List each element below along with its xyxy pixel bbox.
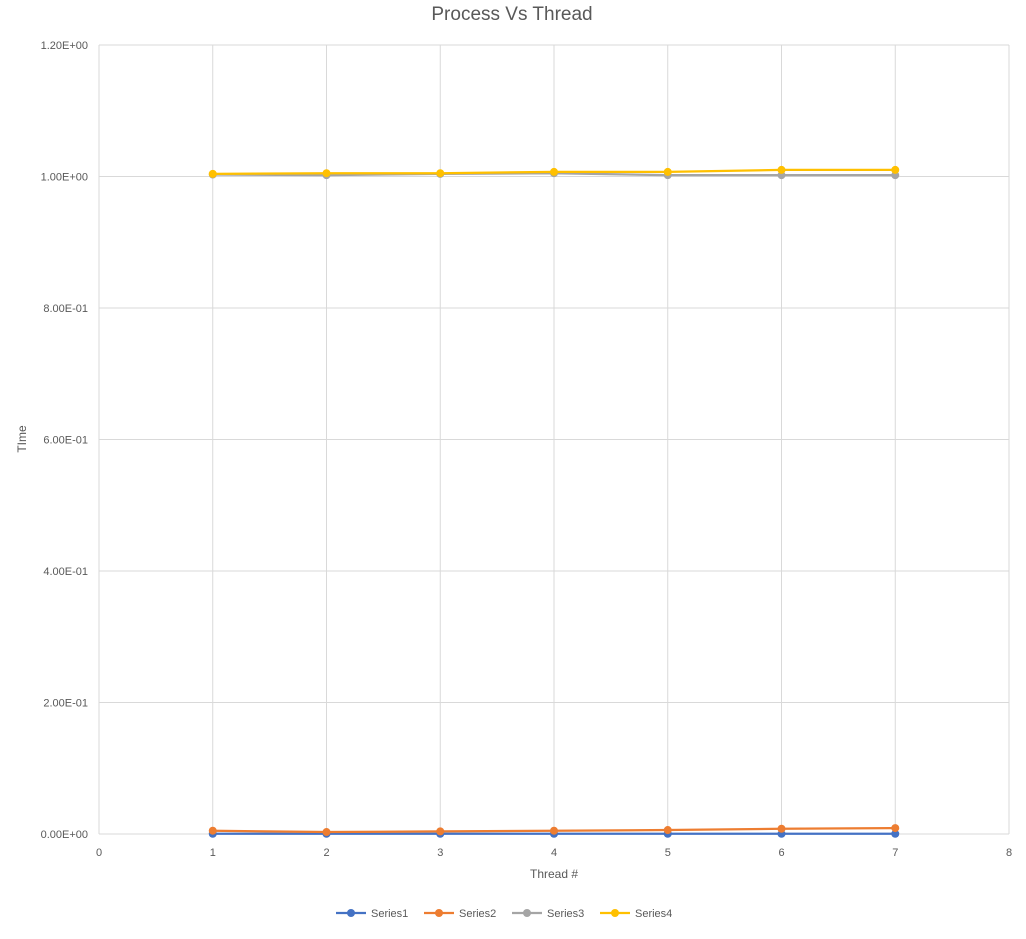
y-tick-label: 1.20E+00 [41, 40, 88, 52]
y-tick-label: 2.00E-01 [43, 698, 88, 710]
legend-item: Series3 [512, 908, 584, 920]
data-point [663, 167, 672, 176]
data-point [777, 824, 786, 833]
series-series4 [208, 165, 900, 178]
data-point [550, 167, 558, 176]
legend-item: Series2 [424, 908, 496, 920]
data-point [322, 169, 331, 178]
legend-item: Series1 [336, 908, 408, 920]
y-axis-label: TIme [15, 425, 29, 453]
plot-series [208, 165, 900, 838]
data-point [550, 826, 558, 835]
legend-marker [347, 909, 355, 917]
x-tick-label: 8 [1006, 847, 1012, 859]
series-series2 [208, 824, 900, 837]
y-tick-label: 6.00E-01 [43, 435, 88, 447]
x-tick-label: 6 [778, 847, 784, 859]
legend-marker [435, 909, 443, 917]
x-tick-label: 2 [323, 847, 329, 859]
data-point [891, 165, 900, 174]
data-point [891, 824, 900, 833]
x-tick-label: 3 [437, 847, 443, 859]
x-axis-label: Thread # [530, 867, 578, 881]
data-point [436, 169, 445, 178]
x-tick-label: 7 [892, 847, 898, 859]
legend-label: Series4 [635, 908, 672, 920]
data-point [663, 826, 672, 835]
data-point [891, 829, 900, 838]
data-point [208, 169, 217, 178]
data-point [322, 828, 331, 837]
x-axis-tick-labels: 0 1 2 3 4 5 6 7 8 [96, 847, 1012, 859]
y-tick-label: 0.00E+00 [41, 829, 88, 841]
legend-label: Series1 [371, 908, 408, 920]
x-tick-label: 4 [551, 847, 557, 859]
x-tick-label: 1 [210, 847, 216, 859]
legend-item: Series4 [600, 908, 672, 920]
y-tick-label: 8.00E-01 [43, 303, 88, 315]
legend-label: Series3 [547, 908, 584, 920]
data-point [436, 827, 445, 836]
x-tick-label: 5 [665, 847, 671, 859]
legend-marker [523, 909, 531, 917]
legend-label: Series2 [459, 908, 496, 920]
chart-title: Process Vs Thread [431, 4, 592, 25]
data-point [777, 165, 786, 174]
legend: Series1 Series2 Series3 Series4 [336, 908, 672, 920]
y-tick-label: 1.00E+00 [41, 172, 88, 184]
y-axis-tick-labels: 0.00E+00 2.00E-01 4.00E-01 6.00E-01 8.00E-01… [41, 40, 88, 841]
data-point [208, 826, 217, 835]
legend-marker [611, 909, 619, 917]
x-tick-label: 0 [96, 847, 102, 859]
y-tick-label: 4.00E-01 [43, 566, 88, 578]
